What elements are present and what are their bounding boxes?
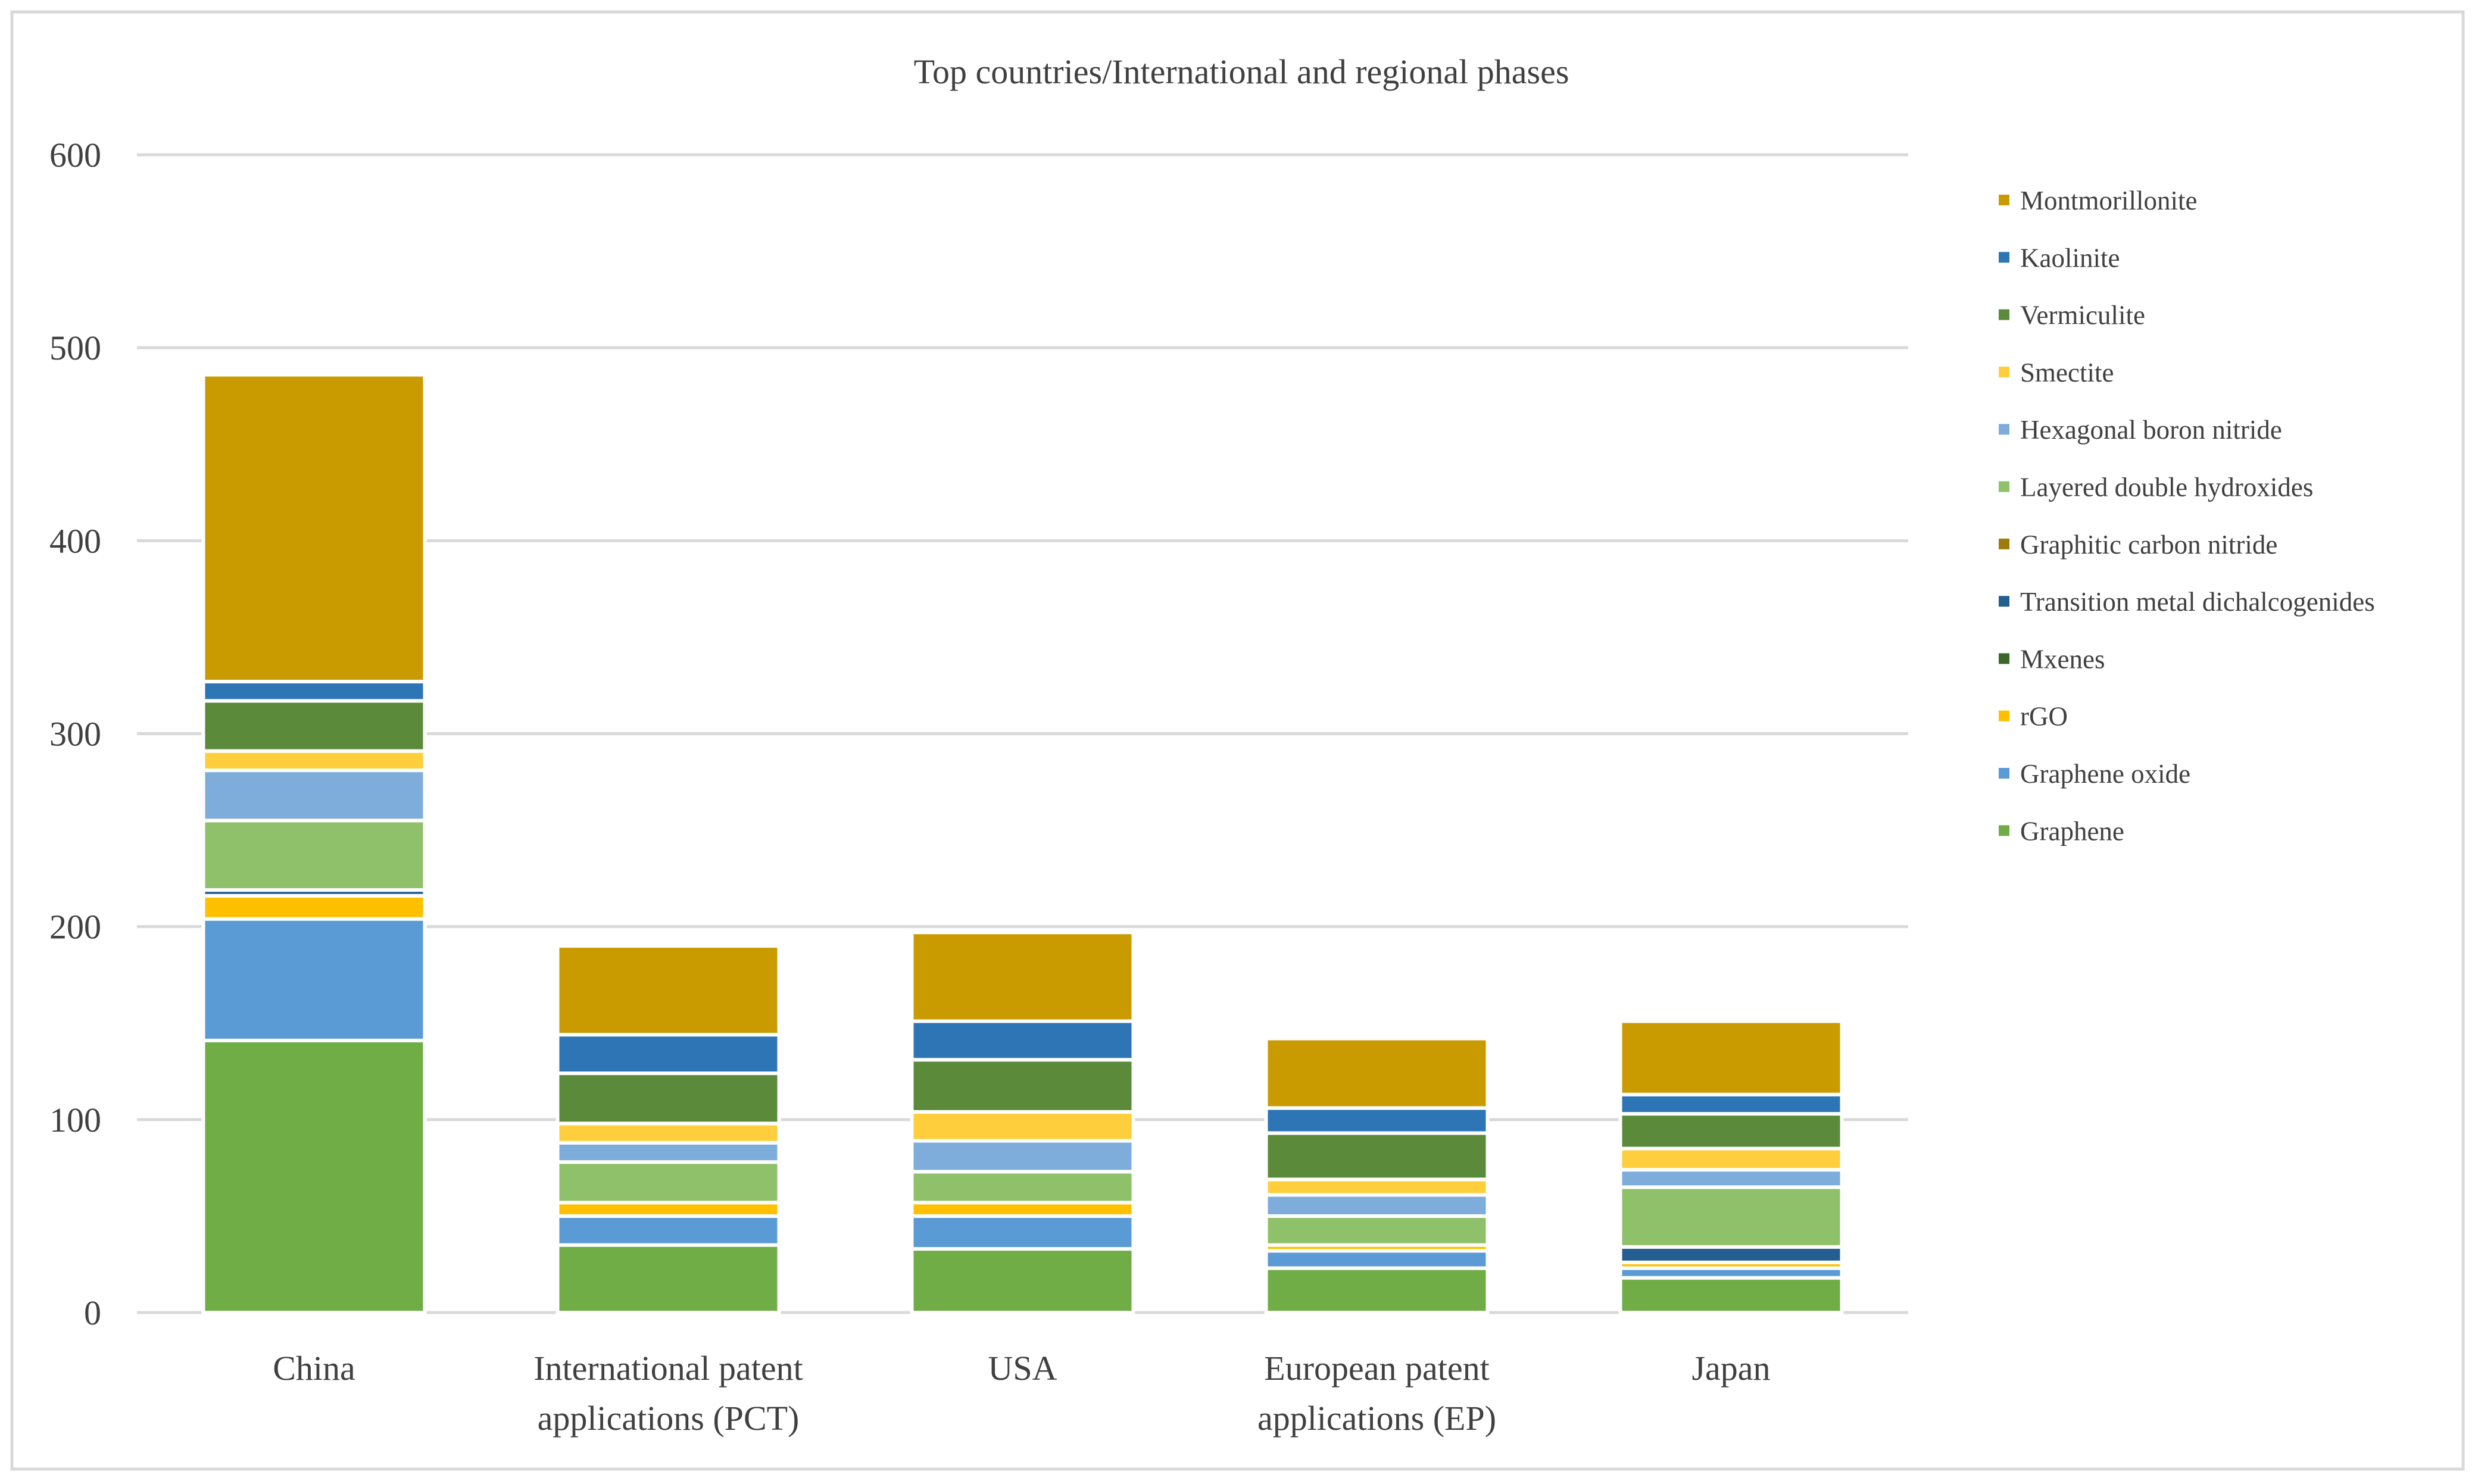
- bar-japan-graphene: [1618, 1276, 1844, 1314]
- bar-european-patent-applications-ep-graphene: [1264, 1266, 1490, 1314]
- bar-china-graphene: [201, 1038, 427, 1315]
- x-tick-label-european-patent-applications-ep: European patent applications (EP): [1257, 1349, 1496, 1438]
- bar-usa-montmorillonite: [910, 930, 1135, 1023]
- x-tick-label-international-patent-applications-pct: International patent applications (PCT): [533, 1349, 803, 1438]
- legend-swatch-hexagonal-boron-nitride: [1999, 424, 2009, 435]
- x-tick-label-china: China: [273, 1349, 355, 1388]
- legend-label-transition-metal-dichalcogenides: Transition metal dichalcogenides: [2020, 587, 2375, 617]
- legend-label-montmorillonite: Montmorillonite: [2020, 186, 2198, 215]
- gridlines: [137, 153, 1908, 1314]
- legend-swatch-kaolinite: [1999, 252, 2009, 263]
- bar-china-smectite: [201, 749, 427, 773]
- bar-japan-hexagonal-boron-nitride: [1618, 1168, 1844, 1189]
- bar-european-patent-applications-ep-montmorillonite: [1264, 1036, 1490, 1110]
- legend-label-smectite: Smectite: [2020, 358, 2114, 388]
- bar-european-patent-applications-ep-hexagonal-boron-nitride: [1264, 1193, 1490, 1218]
- bar-china-graphene-oxide: [201, 917, 427, 1042]
- legend-label-kaolinite: Kaolinite: [2020, 243, 2120, 273]
- y-tick-label-200: 200: [49, 908, 101, 946]
- bar-japan-montmorillonite: [1618, 1019, 1844, 1096]
- bar-china-rgo: [201, 893, 427, 921]
- chart-title: Top countries/International and regional…: [914, 52, 1569, 91]
- bar-european-patent-applications-ep-kaolinite: [1264, 1106, 1490, 1135]
- legend-swatch-mxenes: [1999, 653, 2009, 664]
- legend-label-graphitic-carbon-nitride: Graphitic carbon nitride: [2020, 530, 2277, 560]
- bar-japan-layered-double-hydroxides: [1618, 1185, 1844, 1249]
- legend-label-layered-double-hydroxides: Layered double hydroxides: [2020, 473, 2313, 502]
- bar-japan-smectite: [1618, 1146, 1844, 1172]
- bar-international-patent-applications-pct-montmorillonite: [555, 944, 781, 1037]
- y-tick-label-600: 600: [49, 136, 101, 174]
- legend-label-rgo: rGO: [2020, 702, 2068, 732]
- legend: Montmorillonite Kaolinite Vermiculite Smect…: [1999, 186, 2375, 846]
- legend-swatch-graphitic-carbon-nitride: [1999, 538, 2009, 549]
- bar-usa-layered-double-hydroxides: [910, 1170, 1135, 1205]
- bar-china-layered-double-hydroxides: [201, 818, 427, 892]
- bar-china-vermiculite: [201, 699, 427, 753]
- bar-european-patent-applications-ep-layered-double-hydroxides: [1264, 1214, 1490, 1247]
- legend-swatch-transition-metal-dichalcogenides: [1999, 596, 2009, 607]
- bar-european-patent-applications-ep-vermiculite: [1264, 1131, 1490, 1182]
- bar-usa-vermiculite: [910, 1058, 1135, 1114]
- legend-label-hexagonal-boron-nitride: Hexagonal boron nitride: [2020, 415, 2282, 445]
- bar-usa-kaolinite: [910, 1019, 1135, 1062]
- legend-swatch-graphene: [1999, 825, 2009, 836]
- bar-china-hexagonal-boron-nitride: [201, 768, 427, 823]
- legend-swatch-montmorillonite: [1999, 195, 2009, 205]
- legend-label-vermiculite: Vermiculite: [2020, 301, 2145, 330]
- legend-label-graphene-oxide: Graphene oxide: [2020, 759, 2190, 789]
- bar-china-montmorillonite: [201, 373, 427, 683]
- bar-china-kaolinite: [201, 679, 427, 703]
- legend-swatch-vermiculite: [1999, 309, 2009, 320]
- x-axis-tick-labels: China International patent applications (P…: [273, 1349, 1770, 1438]
- legend-swatch-graphene-oxide: [1999, 768, 2009, 779]
- y-tick-label-400: 400: [49, 521, 101, 560]
- bar-japan-kaolinite: [1618, 1092, 1844, 1116]
- bars: [201, 373, 1844, 1315]
- y-axis-tick-labels: 0 100 200 300 400 500 600: [49, 136, 101, 1332]
- legend-swatch-layered-double-hydroxides: [1999, 481, 2009, 492]
- bar-usa-rgo: [910, 1201, 1135, 1218]
- bar-international-patent-applications-pct-hexagonal-boron-nitride: [555, 1141, 781, 1164]
- bar-international-patent-applications-pct-layered-double-hydroxides: [555, 1160, 781, 1205]
- bar-international-patent-applications-pct-smectite: [555, 1121, 781, 1145]
- bar-european-patent-applications-ep-graphene-oxide: [1264, 1249, 1490, 1270]
- bar-japan-transition-metal-dichalcogenides: [1618, 1245, 1844, 1264]
- bar-usa-graphene-oxide: [910, 1214, 1135, 1251]
- bar-international-patent-applications-pct-rgo: [555, 1201, 781, 1218]
- y-tick-label-500: 500: [49, 329, 101, 367]
- bar-international-patent-applications-pct-graphene: [555, 1243, 781, 1315]
- legend-label-mxenes: Mxenes: [2020, 644, 2105, 674]
- bar-usa-graphene: [910, 1247, 1135, 1314]
- y-tick-label-0: 0: [84, 1294, 101, 1332]
- x-tick-label-usa: USA: [988, 1349, 1057, 1388]
- legend-swatch-rgo: [1999, 710, 2009, 721]
- bar-international-patent-applications-pct-kaolinite: [555, 1033, 781, 1076]
- legend-label-graphene: Graphene: [2020, 816, 2124, 846]
- bar-usa-smectite: [910, 1110, 1135, 1143]
- bar-european-patent-applications-ep-smectite: [1264, 1177, 1490, 1197]
- bar-japan-vermiculite: [1618, 1112, 1844, 1151]
- y-tick-label-300: 300: [49, 715, 101, 754]
- x-tick-label-japan: Japan: [1691, 1349, 1770, 1388]
- legend-swatch-smectite: [1999, 366, 2009, 377]
- bar-international-patent-applications-pct-vermiculite: [555, 1071, 781, 1126]
- bar-international-patent-applications-pct-graphene-oxide: [555, 1214, 781, 1247]
- bar-usa-hexagonal-boron-nitride: [910, 1139, 1135, 1174]
- y-tick-label-100: 100: [49, 1101, 101, 1139]
